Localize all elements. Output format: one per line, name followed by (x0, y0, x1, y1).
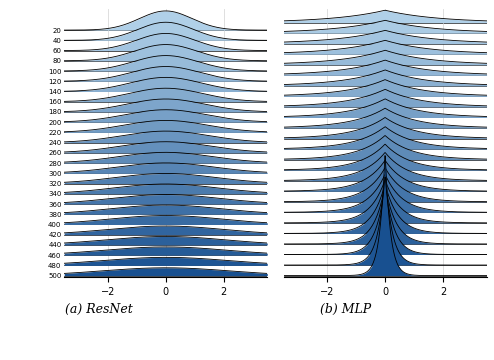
Text: (a) ResNet: (a) ResNet (65, 303, 133, 316)
Text: (b) MLP: (b) MLP (320, 303, 371, 316)
